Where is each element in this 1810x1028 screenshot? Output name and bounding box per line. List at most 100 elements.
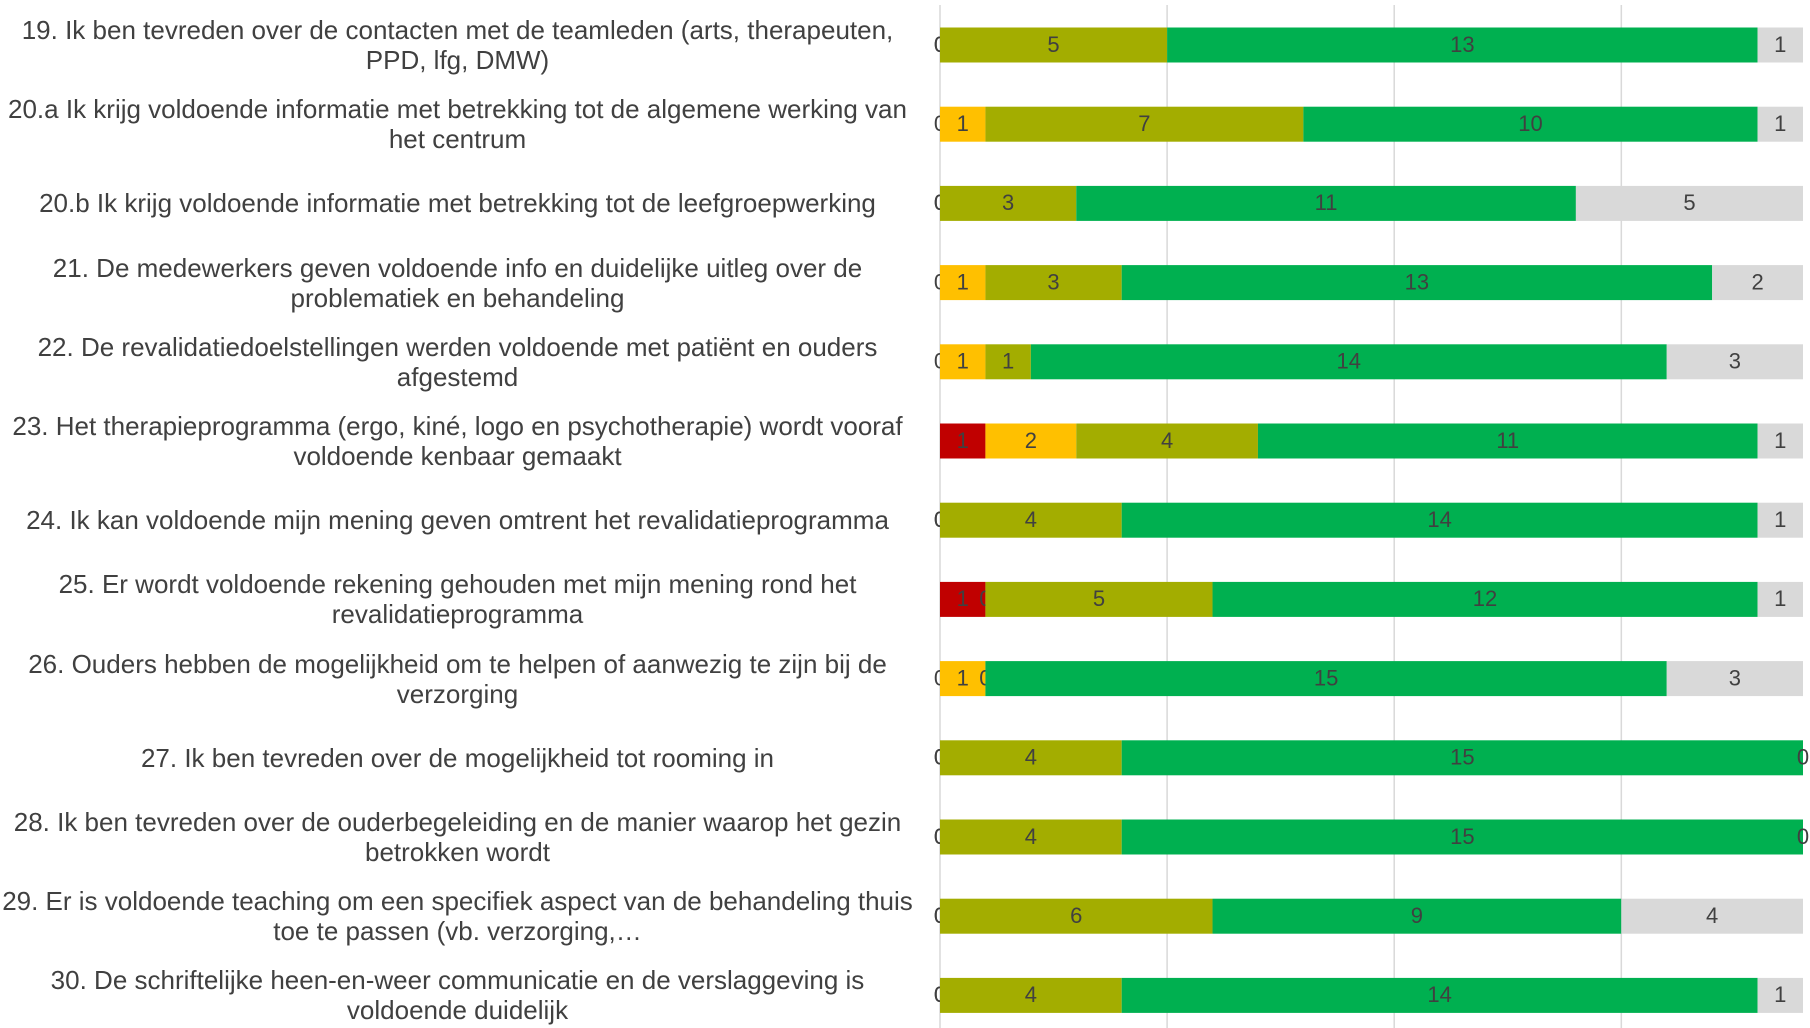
bar-segment [1030, 344, 1667, 380]
data-label: 1 [1774, 428, 1786, 453]
category-label: 21. De medewerkers geven voldoende info … [52, 252, 863, 313]
data-label: 3 [1002, 190, 1014, 215]
data-label: 15 [1450, 745, 1474, 770]
data-label: 10 [1518, 111, 1542, 136]
data-label: 11 [1496, 428, 1519, 453]
data-label: 1 [957, 269, 969, 294]
data-label: 1 [957, 349, 969, 374]
bar-segment [940, 185, 1077, 221]
bar-segment [1303, 106, 1758, 142]
category-label: 26. Ouders hebben de mogelijkheid om te … [28, 648, 887, 709]
category-label: 22. De revalidatiedoelstellingen werden … [37, 331, 878, 392]
bar-segment [1757, 502, 1803, 538]
data-label: 13 [1450, 32, 1474, 57]
data-label: 0 [1797, 824, 1809, 849]
data-label: 3 [1729, 349, 1741, 374]
bar-segment [1712, 265, 1803, 301]
data-label: 14 [1337, 349, 1361, 374]
bar-segment [1212, 898, 1622, 934]
data-label: 15 [1450, 824, 1474, 849]
bar-segment [1757, 106, 1803, 142]
data-label: 4 [1025, 982, 1037, 1007]
bar-segment [940, 977, 1122, 1013]
data-label: 7 [1138, 111, 1150, 136]
data-label: 5 [1093, 586, 1105, 611]
bar-segment [940, 661, 986, 697]
bar-segment [1121, 819, 1803, 855]
bar-segment [940, 344, 986, 380]
data-label: 1 [1774, 586, 1786, 611]
bar-segment [940, 27, 1168, 63]
data-label: 15 [1314, 665, 1338, 690]
bar-segment [1076, 423, 1258, 459]
bar-segment [985, 344, 1031, 380]
data-label: 3 [1047, 269, 1059, 294]
data-label: 2 [1751, 269, 1763, 294]
bar-segment [1757, 977, 1803, 1013]
data-label: 3 [1729, 665, 1741, 690]
category-label: 23. Het therapieprogramma (ergo, kiné, l… [12, 411, 903, 471]
data-label: 4 [1706, 903, 1718, 928]
bar-segment [1257, 423, 1758, 459]
data-label: 4 [1025, 745, 1037, 770]
data-label: 1 [1002, 349, 1014, 374]
category-label: 20.a Ik krijg voldoende informatie met b… [8, 94, 907, 155]
bar-segment [940, 106, 986, 142]
data-label: 4 [1161, 428, 1173, 453]
bar-segment [1121, 977, 1758, 1013]
data-label: 1 [957, 586, 969, 611]
bar-segment [940, 581, 986, 617]
bar-segment [1757, 423, 1803, 459]
bar-segment [985, 661, 1667, 697]
bar-segment [1757, 581, 1803, 617]
bar-segment [1621, 898, 1803, 934]
category-label: 20.b Ik krijg voldoende informatie met b… [39, 188, 876, 219]
category-label: 28. Ik ben tevreden over de ouderbegelei… [13, 807, 902, 867]
data-label: 9 [1411, 903, 1423, 928]
bar-segment [1212, 581, 1758, 617]
data-label: 2 [1025, 428, 1037, 453]
bar-segment [985, 423, 1077, 459]
bar-segment [940, 265, 986, 301]
data-label: 11 [1315, 190, 1338, 215]
category-label: 24. Ik kan voldoende mijn mening geven o… [26, 505, 889, 536]
category-label: 25. Er wordt voldoende rekening gehouden… [58, 569, 857, 630]
bar-segment [1121, 265, 1713, 301]
data-label: 1 [957, 111, 969, 136]
data-label: 1 [957, 428, 969, 453]
bar-segment [1666, 344, 1803, 380]
data-label: 14 [1427, 982, 1451, 1007]
bar-segment [940, 740, 1122, 776]
bar-segment [1076, 185, 1576, 221]
data-label: 4 [1025, 507, 1037, 532]
bar-segment [985, 265, 1122, 301]
bar-segment [940, 819, 1122, 855]
data-label: 1 [1774, 32, 1786, 57]
bar-segment [1167, 27, 1758, 63]
category-label: 27. Ik ben tevreden over de mogelijkheid… [140, 742, 775, 773]
data-label: 1 [1774, 507, 1786, 532]
data-label: 4 [1025, 824, 1037, 849]
bar-segment [985, 106, 1304, 142]
data-label: 0 [1797, 745, 1809, 770]
data-label: 1 [1774, 111, 1786, 136]
bar-segment [940, 898, 1213, 934]
category-label: 30. De schriftelijke heen-en-weer commun… [50, 965, 865, 1026]
data-label: 1 [1774, 982, 1786, 1007]
data-label: 6 [1070, 903, 1082, 928]
bar-segment [1666, 661, 1803, 697]
data-label: 14 [1427, 507, 1451, 532]
data-label: 13 [1405, 269, 1429, 294]
bar-segment [1121, 502, 1758, 538]
bar-segment [1575, 185, 1803, 221]
bar-segment [1121, 740, 1803, 776]
data-label: 12 [1473, 586, 1497, 611]
category-label: 19. Ik ben tevreden over de contacten me… [21, 15, 894, 75]
bar-segment [940, 423, 986, 459]
data-label: 5 [1047, 32, 1059, 57]
data-label: 1 [957, 665, 969, 690]
data-label: 5 [1683, 190, 1695, 215]
bar-segment [985, 581, 1213, 617]
